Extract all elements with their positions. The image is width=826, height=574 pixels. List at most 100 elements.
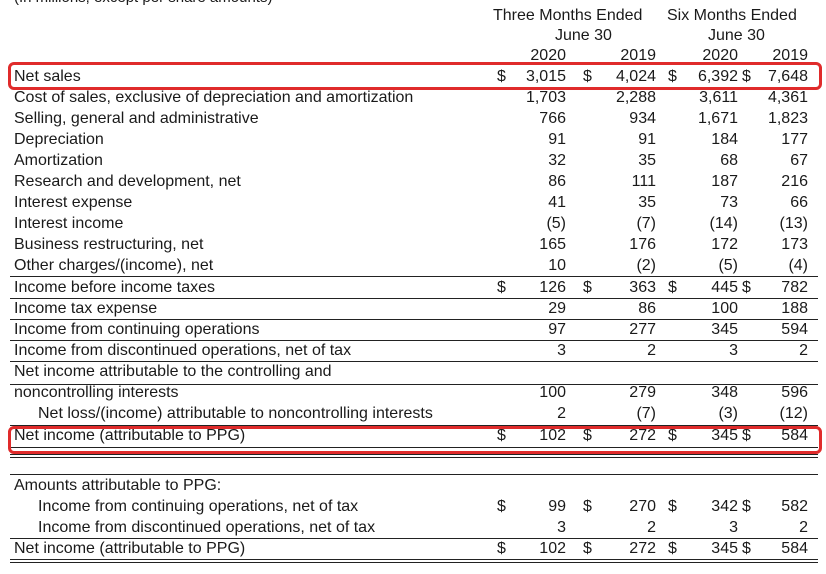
cell-value: 584 <box>781 540 808 557</box>
cell-value: 187 <box>711 173 738 190</box>
row-label: Income from discontinued operations, net… <box>38 519 376 536</box>
cell-value: 2 <box>557 405 566 422</box>
cell-value: 66 <box>790 194 808 211</box>
cell-value: 584 <box>781 427 808 444</box>
cell-value: 348 <box>711 384 738 401</box>
row-label: Net loss/(income) attributable to noncon… <box>38 405 433 422</box>
cell-value: 126 <box>539 279 566 296</box>
double-rule-bottom <box>10 457 818 458</box>
row-separator <box>10 425 818 426</box>
cell-value: 100 <box>539 384 566 401</box>
cell-value: (13) <box>779 215 808 232</box>
clipped-header-label: (In millions, except per share amounts) <box>14 0 272 6</box>
row-separator <box>10 361 818 362</box>
cell-value: (12) <box>779 405 808 422</box>
section-heading: Amounts attributable to PPG: <box>14 477 222 494</box>
cell-value: 173 <box>781 236 808 253</box>
dollar-sign: $ <box>583 68 592 85</box>
row-label: Research and development, net <box>14 173 241 190</box>
dollar-sign: $ <box>668 498 677 515</box>
cell-value: 10 <box>548 257 566 274</box>
cell-value: 3 <box>557 342 566 359</box>
cell-value: 4,361 <box>767 89 808 106</box>
cell-value: 3 <box>729 342 738 359</box>
section-rule <box>10 474 818 475</box>
cell-value: 3 <box>729 519 738 536</box>
cell-value: 188 <box>781 300 808 317</box>
cell-value: 177 <box>781 131 808 148</box>
section2-total-rule <box>10 538 818 539</box>
section2-double-rule-a <box>10 559 818 560</box>
cell-value: 172 <box>711 236 738 253</box>
cell-value: 7,648 <box>767 68 808 85</box>
cell-value: (2) <box>636 257 656 274</box>
cell-value: 91 <box>638 131 656 148</box>
cell-value: 41 <box>548 194 566 211</box>
cell-value: 35 <box>638 152 656 169</box>
dollar-sign: $ <box>668 540 677 557</box>
row-separator <box>10 340 818 341</box>
row-label: Income from continuing operations, net o… <box>38 498 359 515</box>
cell-value: 67 <box>790 152 808 169</box>
cell-value: 102 <box>539 427 566 444</box>
cell-value: 279 <box>629 384 656 401</box>
row-label: Income tax expense <box>14 300 158 317</box>
cell-value: 68 <box>720 152 738 169</box>
row-separator <box>10 276 818 277</box>
cell-value: 176 <box>629 236 656 253</box>
cell-value: 2,288 <box>615 89 656 106</box>
header-three-months-date: June 30 <box>555 27 612 44</box>
dollar-sign: $ <box>668 279 677 296</box>
dollar-sign: $ <box>583 540 592 557</box>
cell-value: 111 <box>631 173 656 190</box>
cell-value: 216 <box>781 173 808 190</box>
dollar-sign: $ <box>583 498 592 515</box>
cell-value: 86 <box>548 173 566 190</box>
dollar-sign: $ <box>668 68 677 85</box>
row-label: Business restructuring, net <box>14 236 204 253</box>
dollar-sign: $ <box>742 498 751 515</box>
highlight-net-sales <box>8 62 822 90</box>
dollar-sign: $ <box>742 540 751 557</box>
cell-value: 270 <box>629 498 656 515</box>
cell-value: 2 <box>799 342 808 359</box>
dollar-sign: $ <box>742 68 751 85</box>
row-label: Interest income <box>14 215 124 232</box>
row-label: Cost of sales, exclusive of depreciation… <box>14 89 414 106</box>
dollar-sign: $ <box>583 427 592 444</box>
double-rule-top <box>10 454 818 455</box>
row-label: Income from continuing operations <box>14 321 260 338</box>
row-label: Net income (attributable to PPG) <box>14 540 246 557</box>
row-separator <box>10 447 818 448</box>
row-label: Other charges/(income), net <box>14 257 214 274</box>
cell-value: 6,392 <box>697 68 738 85</box>
cell-value: 1,823 <box>767 110 808 127</box>
header-six-months: Six Months Ended <box>667 7 797 24</box>
cell-value: 35 <box>638 194 656 211</box>
row-label: Income before income taxes <box>14 279 215 296</box>
cell-value: (5) <box>718 257 738 274</box>
row-label: Net income (attributable to PPG) <box>14 427 246 444</box>
dollar-sign: $ <box>742 427 751 444</box>
cell-value: 766 <box>539 110 566 127</box>
cell-value: 100 <box>711 300 738 317</box>
highlight-net-income <box>8 426 822 454</box>
header-three-months: Three Months Ended <box>493 7 643 24</box>
cell-value: 3,015 <box>525 68 566 85</box>
cell-value: 97 <box>548 321 566 338</box>
dollar-sign: $ <box>583 279 592 296</box>
row-separator <box>10 384 818 385</box>
cell-value: 445 <box>711 279 738 296</box>
cell-value: 3 <box>557 519 566 536</box>
cell-value: 345 <box>711 321 738 338</box>
cell-value: 73 <box>720 194 738 211</box>
cell-value: 29 <box>548 300 566 317</box>
row-label: noncontrolling interests <box>14 384 179 401</box>
dollar-sign: $ <box>668 427 677 444</box>
cell-value: 594 <box>781 321 808 338</box>
cell-value: (14) <box>709 215 738 232</box>
cell-value: 165 <box>539 236 566 253</box>
cell-value: 1,703 <box>525 89 566 106</box>
cell-value: (5) <box>546 215 566 232</box>
cell-value: 3,611 <box>699 89 738 106</box>
